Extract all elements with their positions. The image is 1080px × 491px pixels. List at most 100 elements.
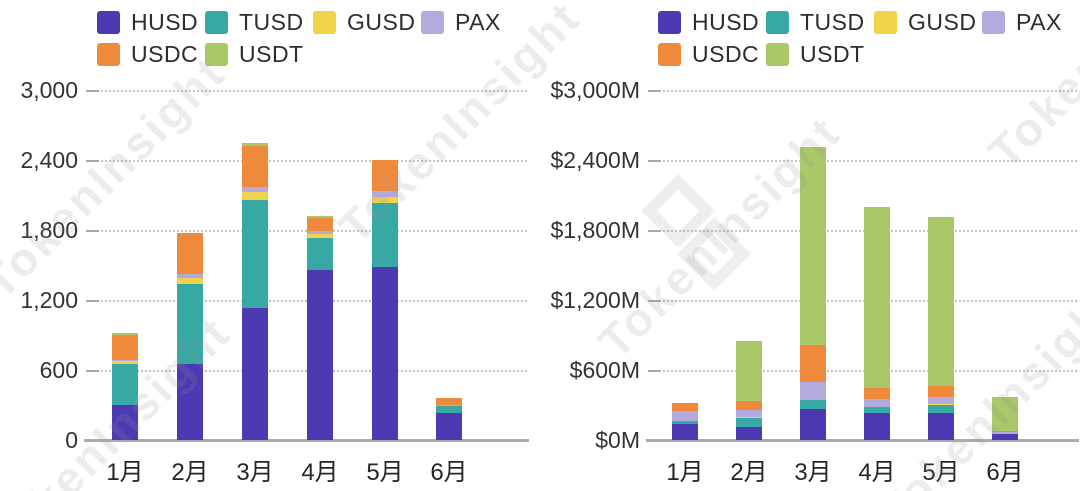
axis-tick [86,90,99,92]
axis-tick [86,230,99,232]
legend-label: HUSD [692,9,760,35]
legend-label: TUSD [800,9,865,35]
axis-tick [648,370,661,372]
legend-item-usdt: USDT [766,41,874,68]
bar-segment-husd [672,423,698,440]
bar-segment-tusd [307,238,333,270]
legend-label: USDC [692,41,760,67]
legend-swatch-icon [97,43,120,66]
bar-segment-gusd [928,404,954,406]
axis-tick [86,300,99,302]
legend-item-pax: PAX [982,9,1080,36]
y-axis-tick-label: 1,800 [20,217,78,243]
bar-segment-tusd [372,203,398,268]
bar-segment-gusd [242,191,268,200]
y-axis-tick-label: 0 [65,427,78,453]
axis-tick [86,370,99,372]
bar-segment-tusd [177,283,203,365]
stacked-bar-5月 [928,217,954,440]
bar-segment-pax [242,186,268,192]
bar-segment-gusd [672,420,698,422]
bar-segment-husd [242,308,268,440]
bar-segment-gusd [864,406,890,408]
x-axis-line [646,439,1079,442]
bar-segment-pax [736,409,762,418]
legend-label: GUSD [347,9,416,35]
axis-tick [648,300,661,302]
bar-segment-husd [112,405,138,440]
bar-segment-tusd [800,400,826,409]
gridline [86,90,527,92]
stacked-bar-1月 [672,402,698,440]
y-axis-tick-label: $1,800M [550,217,640,243]
bar-segment-usdt [242,142,268,147]
bar-segment-gusd [177,278,203,284]
legend-swatch-icon [982,11,1005,34]
bar-segment-husd [307,269,333,440]
bar-segment-usdc [736,400,762,410]
bar-segment-pax [372,191,398,197]
gridline [648,300,1077,302]
axis-tick [648,160,661,162]
stacked-bar-6月 [436,398,462,440]
legend-item-usdc: USDC [658,41,766,68]
bar-segment-usdt [736,340,762,401]
legend-swatch-icon [874,11,897,34]
stacked-bar-1月 [112,332,138,440]
legend-label: USDT [800,41,865,67]
volume-chart-panel: HUSD TUSD GUSD PAX USDC USDT 3,000 2,400 1,800 1,… [20,9,529,486]
y-axis-tick-label: $1,200M [550,287,640,313]
x-axis-label: 5月 [922,459,960,486]
bar-segment-pax [992,432,1018,434]
bar-segment-tusd [736,417,762,427]
stacked-bar-2月 [177,232,203,440]
bar-segment-gusd [307,234,333,239]
legend-item-gusd: GUSD [874,9,982,36]
bar-segment-pax [307,231,333,235]
x-axis-label: 2月 [730,459,768,486]
bar-segment-pax [928,397,954,405]
legend-item-tusd: TUSD [205,9,313,36]
bar-segment-usdt [864,207,890,388]
legend-swatch-icon [205,11,228,34]
bar-segment-usdc [864,387,890,399]
legend-item-tusd: TUSD [766,9,874,36]
bar-segment-usdc [928,385,954,398]
bar-segment-pax [672,410,698,421]
bar-segment-pax [800,382,826,400]
bar-segment-usdt [992,396,1018,432]
x-axis-label: 4月 [858,459,896,486]
bar-segment-usdt [928,217,954,386]
y-axis-tick-label: 3,000 [20,77,78,103]
y-axis-tick-label: $0M [595,427,640,453]
x-axis-label: 3月 [794,459,832,486]
bar-segment-husd [800,408,826,440]
x-axis-label: 6月 [430,459,468,486]
bar-segment-tusd [864,407,890,414]
legend-swatch-icon [766,11,789,34]
legend-swatch-icon [313,11,336,34]
legend-swatch-icon [205,43,228,66]
legend-swatch-icon [97,11,120,34]
legend-item-husd: HUSD [97,9,205,36]
bar-segment-usdc [177,232,203,274]
bar-segment-gusd [372,196,398,204]
legend-swatch-icon [658,11,681,34]
bar-segment-pax [864,398,890,407]
legend-label: PAX [455,9,501,35]
x-axis-label: 3月 [236,459,274,486]
stacked-bar-4月 [864,207,890,440]
bar-segment-tusd [112,363,138,405]
x-axis-label: 1月 [106,459,144,486]
x-axis-label: 5月 [366,459,404,486]
bar-segment-pax [436,405,462,406]
gridline [648,230,1077,232]
bar-segment-tusd [992,433,1018,435]
legend-item-pax: PAX [421,9,529,36]
y-axis-tick-label: 2,400 [20,147,78,173]
y-axis-tick-label: $3,000M [550,77,640,103]
legend-item-husd: HUSD [658,9,766,36]
bar-segment-tusd [242,199,268,309]
axis-tick [86,160,99,162]
bar-segment-usdt [307,215,333,219]
